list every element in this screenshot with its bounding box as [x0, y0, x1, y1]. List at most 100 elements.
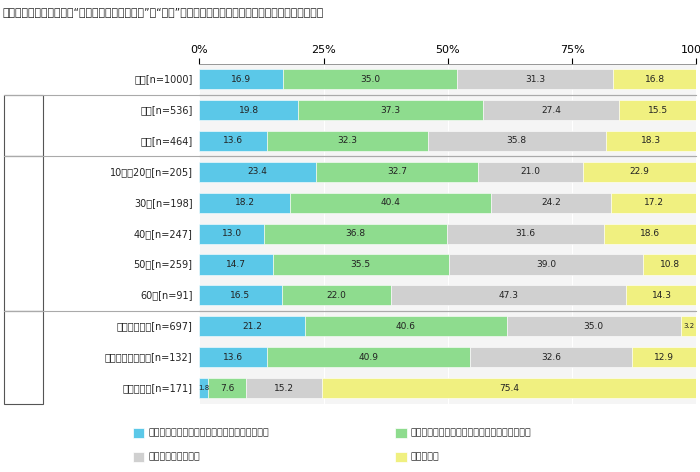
Text: 14.3: 14.3: [652, 291, 671, 300]
Text: 10.8: 10.8: [659, 260, 680, 269]
Text: 1.8: 1.8: [198, 385, 209, 391]
Text: 女性[n=464]: 女性[n=464]: [140, 136, 192, 146]
Text: 35.0: 35.0: [584, 322, 603, 331]
Text: 35.0: 35.0: [360, 75, 381, 84]
Text: 30代[n=198]: 30代[n=198]: [134, 198, 192, 208]
Text: 商品を購入するときに、“温室効果ガス削減効果”と“価格”ではどちらを重視して選ぶか　［単一回答形式］: 商品を購入するときに、“温室効果ガス削減効果”と“価格”ではどちらを重視して選ぶ…: [2, 7, 323, 17]
Bar: [199, 162, 316, 182]
Text: 23.4: 23.4: [248, 168, 267, 177]
Text: 60代[n=91]: 60代[n=91]: [140, 290, 192, 301]
Text: 年代別: 年代別: [18, 224, 29, 243]
Bar: [281, 286, 391, 305]
Bar: [322, 378, 696, 398]
Text: 取り組み意向: 取り組み意向: [18, 338, 29, 376]
Text: 16.9: 16.9: [232, 75, 251, 84]
Bar: [284, 69, 457, 89]
Text: 31.6: 31.6: [515, 229, 536, 238]
Text: 36.8: 36.8: [346, 229, 365, 238]
Bar: [199, 347, 267, 367]
Text: 37.3: 37.3: [381, 106, 400, 115]
Bar: [298, 100, 483, 120]
Bar: [491, 193, 611, 213]
Bar: [199, 316, 305, 337]
Bar: [604, 224, 696, 244]
Text: 40.4: 40.4: [380, 198, 400, 207]
Text: 13.0: 13.0: [222, 229, 242, 238]
Text: 10代・20代[n=205]: 10代・20代[n=205]: [109, 167, 192, 177]
Bar: [267, 347, 470, 367]
Text: 16.5: 16.5: [230, 291, 251, 300]
Text: 13.6: 13.6: [223, 136, 244, 145]
Bar: [447, 224, 604, 244]
Bar: [680, 316, 696, 337]
Text: 男女別: 男女別: [18, 116, 29, 135]
Bar: [199, 131, 267, 151]
Bar: [606, 131, 696, 151]
Text: 32.6: 32.6: [541, 353, 561, 362]
Text: 21.2: 21.2: [242, 322, 262, 331]
Text: 24.2: 24.2: [541, 198, 561, 207]
Text: わからない[n=171]: わからない[n=171]: [122, 383, 192, 393]
Text: 16.8: 16.8: [645, 75, 665, 84]
Text: 男性[n=536]: 男性[n=536]: [140, 105, 192, 115]
Bar: [199, 254, 272, 275]
Bar: [391, 286, 626, 305]
Bar: [643, 254, 696, 275]
Text: 50代[n=259]: 50代[n=259]: [134, 260, 192, 270]
Bar: [199, 224, 264, 244]
Bar: [246, 378, 322, 398]
Bar: [611, 193, 696, 213]
Text: 17.2: 17.2: [644, 198, 664, 207]
Bar: [199, 100, 298, 120]
Text: 22.0: 22.0: [326, 291, 346, 300]
Bar: [209, 378, 246, 398]
Text: 12.9: 12.9: [654, 353, 674, 362]
Text: 18.3: 18.3: [641, 136, 661, 145]
Text: 32.3: 32.3: [337, 136, 358, 145]
Text: 75.4: 75.4: [499, 384, 519, 393]
Bar: [199, 193, 290, 213]
Bar: [428, 131, 606, 151]
Text: 14.7: 14.7: [226, 260, 246, 269]
Bar: [483, 100, 620, 120]
Bar: [267, 131, 428, 151]
Text: 27.4: 27.4: [541, 106, 561, 115]
Bar: [632, 347, 696, 367]
Text: 温室効果ガス削減効果よりも、価格を重視する: 温室効果ガス削減効果よりも、価格を重視する: [411, 429, 532, 438]
Text: 13.6: 13.6: [223, 353, 244, 362]
Text: 取り組みたい[n=697]: 取り組みたい[n=697]: [117, 321, 192, 331]
Text: 18.6: 18.6: [640, 229, 660, 238]
Text: 全体[n=1000]: 全体[n=1000]: [134, 74, 193, 84]
Text: 40.9: 40.9: [358, 353, 379, 362]
Text: 47.3: 47.3: [498, 291, 519, 300]
Bar: [272, 254, 449, 275]
Bar: [264, 224, 447, 244]
Text: 18.2: 18.2: [234, 198, 255, 207]
Text: 7.6: 7.6: [220, 384, 235, 393]
Bar: [470, 347, 632, 367]
Text: 31.3: 31.3: [525, 75, 545, 84]
Text: 35.8: 35.8: [507, 136, 526, 145]
Text: 取り組みたくない[n=132]: 取り組みたくない[n=132]: [105, 352, 192, 362]
Text: 19.8: 19.8: [239, 106, 259, 115]
Text: 価格よりも、温室効果ガス削減効果を重視する: 価格よりも、温室効果ガス削減効果を重視する: [148, 429, 269, 438]
Text: 35.5: 35.5: [351, 260, 371, 269]
Bar: [449, 254, 643, 275]
Text: 21.0: 21.0: [521, 168, 540, 177]
Text: 15.2: 15.2: [274, 384, 294, 393]
Text: 3.2: 3.2: [683, 323, 694, 329]
Bar: [290, 193, 491, 213]
Bar: [582, 162, 696, 182]
Text: 40代[n=247]: 40代[n=247]: [134, 228, 192, 239]
Text: 22.9: 22.9: [630, 168, 650, 177]
Text: 40.6: 40.6: [395, 322, 416, 331]
Text: 39.0: 39.0: [536, 260, 556, 269]
Text: 32.7: 32.7: [387, 168, 407, 177]
Bar: [305, 316, 507, 337]
Bar: [626, 286, 697, 305]
Bar: [457, 69, 613, 89]
Bar: [478, 162, 582, 182]
Bar: [620, 100, 696, 120]
Text: 15.5: 15.5: [648, 106, 668, 115]
Bar: [507, 316, 680, 337]
